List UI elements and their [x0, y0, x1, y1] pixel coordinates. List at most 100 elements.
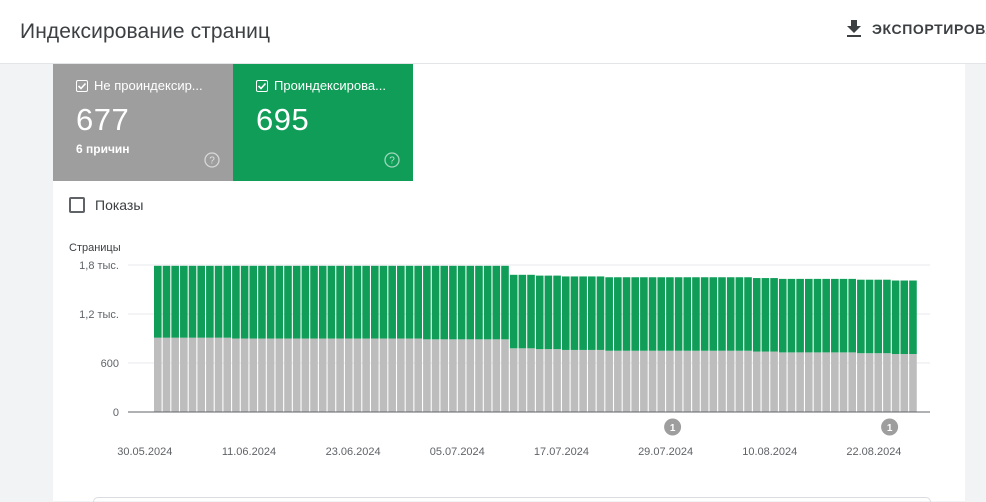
bar-not-indexed: [327, 338, 336, 412]
bar-not-indexed: [709, 350, 718, 412]
bar-not-indexed: [805, 352, 813, 412]
bar-not-indexed: [752, 351, 761, 412]
impressions-checkbox[interactable]: [69, 197, 85, 213]
bar-not-indexed: [874, 353, 883, 412]
bar-indexed: [640, 277, 648, 351]
bar-not-indexed: [648, 350, 657, 412]
bar-not-indexed: [596, 349, 605, 412]
bar-indexed: [674, 277, 683, 351]
bar-indexed: [596, 276, 605, 350]
bar-indexed: [778, 278, 787, 353]
bar-not-indexed: [405, 338, 414, 412]
bar-not-indexed: [466, 339, 475, 412]
bar-not-indexed: [891, 354, 900, 412]
bar-indexed: [197, 265, 205, 338]
bar-not-indexed: [501, 339, 509, 412]
bar-indexed: [284, 265, 292, 339]
export-button[interactable]: ЭКСПОРТИРОВА: [846, 20, 986, 38]
svg-text:?: ?: [389, 156, 395, 167]
bar-indexed: [891, 280, 900, 355]
impressions-toggle[interactable]: Показы: [69, 197, 143, 213]
bar-indexed: [249, 265, 258, 339]
bar-not-indexed: [509, 348, 518, 412]
bar-not-indexed: [154, 337, 162, 412]
bar-not-indexed: [544, 349, 553, 412]
tile-not-indexed[interactable]: Не проиндексир... 677 6 причин ?: [53, 64, 233, 181]
bar-not-indexed: [266, 338, 275, 412]
bar-not-indexed: [900, 354, 909, 412]
bar-indexed: [831, 278, 839, 353]
tile-value: 677: [76, 102, 130, 137]
bar-not-indexed: [292, 338, 301, 412]
bar-indexed: [180, 265, 188, 338]
tile-label: Проиндексирова...: [274, 78, 386, 93]
page-title: Индексирование страниц: [20, 20, 271, 43]
bar-indexed: [414, 265, 422, 339]
bar-not-indexed: [423, 339, 431, 412]
bar-not-indexed: [848, 352, 856, 412]
bar-indexed: [440, 265, 449, 340]
bar-not-indexed: [223, 337, 232, 412]
bar-not-indexed: [162, 337, 171, 412]
help-icon[interactable]: ?: [384, 152, 400, 168]
bar-not-indexed: [787, 352, 796, 412]
checkbox-checked-icon[interactable]: [256, 79, 268, 92]
bar-indexed: [214, 265, 223, 338]
bar-indexed: [752, 278, 761, 352]
bar-not-indexed: [726, 350, 735, 412]
bar-not-indexed: [483, 339, 492, 412]
bar-indexed: [397, 265, 405, 339]
bar-indexed: [171, 265, 179, 338]
bar-not-indexed: [353, 338, 362, 412]
bar-indexed: [744, 277, 752, 351]
bar-not-indexed: [674, 350, 683, 412]
bar-indexed: [883, 279, 891, 354]
bar-indexed: [631, 277, 639, 351]
y-tick-label: 1,2 тыс.: [79, 309, 119, 321]
x-tick-label: 23.06.2024: [326, 446, 381, 458]
checkbox-checked-icon[interactable]: [76, 79, 88, 92]
bar-indexed: [770, 278, 778, 352]
bar-not-indexed: [770, 351, 778, 412]
bar-indexed: [735, 277, 744, 351]
bar-not-indexed: [718, 350, 726, 412]
bar-not-indexed: [831, 352, 839, 412]
bar-not-indexed: [284, 338, 292, 412]
bar-indexed: [648, 277, 657, 351]
bar-not-indexed: [379, 338, 388, 412]
bar-indexed: [553, 275, 561, 350]
bar-indexed: [683, 277, 692, 351]
bar-indexed: [275, 265, 284, 339]
bar-indexed: [605, 277, 613, 351]
help-icon[interactable]: ?: [204, 152, 220, 168]
y-tick-label: 600: [101, 358, 119, 370]
bar-indexed: [900, 280, 909, 355]
bar-indexed: [796, 278, 804, 353]
bar-not-indexed: [561, 349, 570, 412]
bar-not-indexed: [171, 337, 179, 412]
bar-indexed: [666, 277, 674, 351]
bar-not-indexed: [188, 337, 197, 412]
bar-not-indexed: [744, 350, 752, 412]
bar-indexed: [466, 265, 475, 340]
bar-indexed: [388, 265, 396, 339]
tile-indexed[interactable]: Проиндексирова... 695 ?: [233, 64, 413, 181]
bar-not-indexed: [371, 338, 379, 412]
bar-indexed: [162, 265, 171, 338]
bar-indexed: [692, 277, 700, 351]
bar-indexed: [318, 265, 327, 339]
bar-indexed: [709, 277, 718, 351]
bar-not-indexed: [388, 338, 396, 412]
bar-not-indexed: [301, 338, 310, 412]
bar-indexed: [483, 265, 492, 340]
bar-not-indexed: [362, 338, 370, 412]
bar-indexed: [726, 277, 735, 351]
bar-not-indexed: [553, 349, 561, 412]
bar-indexed: [839, 278, 848, 353]
bar-indexed: [457, 265, 466, 340]
bar-not-indexed: [735, 350, 744, 412]
bar-not-indexed: [683, 350, 692, 412]
bar-not-indexed: [449, 339, 457, 412]
y-axis-title: Страницы: [69, 242, 121, 254]
bar-indexed: [379, 265, 388, 339]
